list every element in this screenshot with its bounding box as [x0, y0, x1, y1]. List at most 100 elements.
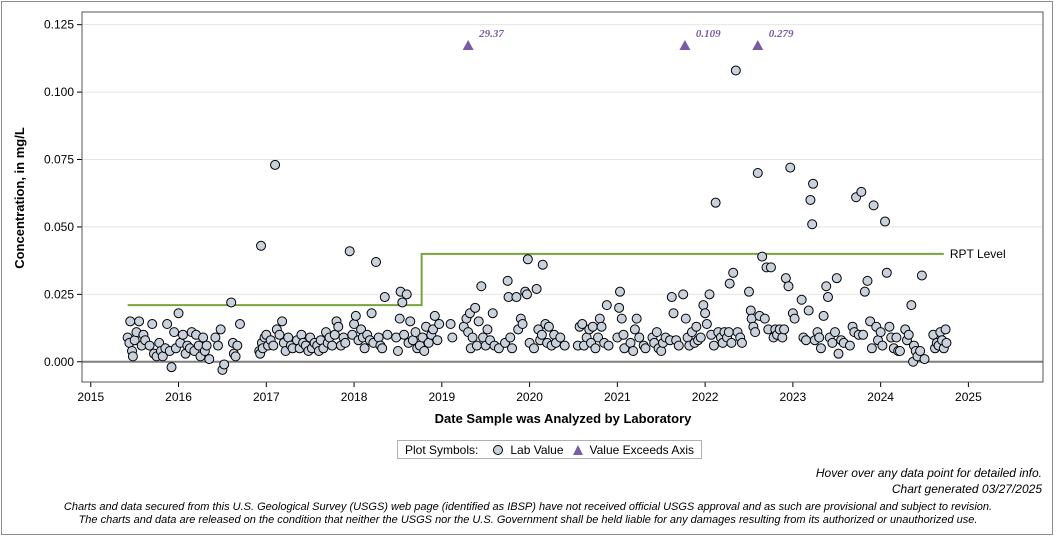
lab-value-point: [590, 343, 601, 354]
lab-value-point: [399, 329, 410, 340]
x-axis-title: Date Sample was Analyzed by Laboratory: [435, 411, 692, 426]
lab-value-point: [814, 332, 825, 343]
lab-value-point: [471, 340, 482, 351]
hover-instructions: Hover over any data point for detailed i…: [815, 466, 1042, 480]
lab-value-point: [434, 319, 445, 330]
lab-value-point: [789, 313, 800, 324]
rpt-level-label: RPT Level: [950, 247, 1006, 261]
y-tick-label: 0.075: [44, 153, 74, 167]
lab-value-point: [296, 329, 307, 340]
lab-value-point: [708, 340, 719, 351]
lab-value-point: [651, 327, 662, 338]
x-tick-label: 2017: [253, 390, 280, 404]
lab-value-point: [884, 321, 895, 332]
lab-value-point: [796, 294, 807, 305]
lab-value-point: [531, 283, 542, 294]
lab-value-point: [618, 329, 629, 340]
lab-value-point: [127, 351, 138, 362]
chart-generated-date: Chart generated 03/27/2025: [891, 482, 1042, 496]
lab-value-point: [329, 329, 340, 340]
lab-value-point: [198, 332, 209, 343]
lab-value-point: [619, 343, 630, 354]
lab-value-point: [382, 329, 393, 340]
lab-value-point: [377, 343, 388, 354]
lab-value-point: [601, 300, 612, 311]
lab-value-point: [173, 308, 184, 319]
lab-value-point: [833, 348, 844, 359]
lab-value-point: [759, 313, 770, 324]
lab-value-point: [680, 313, 691, 324]
lab-value-point: [432, 335, 443, 346]
lab-value-point: [875, 327, 886, 338]
lab-value-point: [906, 300, 917, 311]
lab-value-point: [473, 316, 484, 327]
value-exceeds-axis-marker: [462, 40, 474, 50]
lab-value-point: [783, 281, 794, 292]
lab-value-point: [401, 289, 412, 300]
y-axis-title: Concentration, in mg/L: [12, 127, 27, 269]
legend-item-lab-value: Lab Value: [492, 443, 564, 457]
lab-value-point: [419, 345, 430, 356]
lab-value-point: [858, 329, 869, 340]
disclaimer-line-2: The charts and data are released on the …: [78, 514, 978, 526]
lab-value-point: [916, 270, 927, 281]
lab-value-point: [559, 340, 570, 351]
lab-value-point: [487, 308, 498, 319]
lab-value-point: [805, 194, 816, 205]
axes: 0.000 0.025 0.050 0.075 0.100 0.125 2015 2016 20…: [44, 11, 1044, 404]
lab-value-point: [577, 319, 588, 330]
y-tick-label: 0.125: [44, 18, 74, 32]
lab-value-point: [392, 345, 403, 356]
disclaimer-line-1: Charts and data secured from this U.S. G…: [63, 501, 993, 513]
lab-value-point: [757, 251, 768, 262]
lab-value-point: [482, 324, 493, 335]
lab-value-point: [634, 332, 645, 343]
lab-value-point: [818, 310, 829, 321]
lab-value-point: [698, 300, 709, 311]
lab-value-point: [628, 345, 639, 356]
plot-area-border: [81, 11, 1044, 383]
lab-value-point: [614, 286, 625, 297]
lab-value-point: [230, 351, 241, 362]
x-tick-label: 2024: [867, 390, 894, 404]
lab-value-point: [536, 329, 547, 340]
rpt-level-line: [127, 252, 944, 307]
x-tick-label: 2018: [341, 390, 368, 404]
x-tick-label: 2020: [516, 390, 543, 404]
lab-value-point: [673, 340, 684, 351]
lab-value-point: [821, 281, 832, 292]
lab-value-point: [507, 343, 518, 354]
lab-value-point: [447, 332, 458, 343]
lab-value-point: [428, 324, 439, 335]
lab-value-point: [177, 329, 188, 340]
lab-value-point: [730, 65, 741, 76]
legend-title: Plot Symbols:: [405, 442, 479, 457]
lab-value-point: [940, 324, 951, 335]
lab-value-point: [505, 332, 516, 343]
lab-value-point: [695, 332, 706, 343]
lab-value-point: [815, 343, 826, 354]
lab-value-point: [340, 337, 351, 348]
x-tick-label: 2025: [955, 390, 982, 404]
legend-item-value-exceeds-axis: Value Exceeds Axis: [572, 442, 695, 457]
lab-value-point: [397, 297, 408, 308]
lab-value-point: [779, 324, 790, 335]
lab-value-point: [215, 324, 226, 335]
lab-value-point: [656, 345, 667, 356]
lab-value-point: [268, 340, 279, 351]
lab-value-point: [631, 313, 642, 324]
reference-lines: RPT Level: [82, 247, 1043, 363]
legend-label-value-exceeds-axis: Value Exceeds Axis: [589, 442, 695, 457]
lab-value-point: [859, 286, 870, 297]
lab-value-point: [344, 246, 355, 257]
y-tick-label: 0.100: [44, 85, 74, 99]
lab-value-point: [862, 275, 873, 286]
lab-value-point: [445, 319, 456, 330]
exceeds-axis-value-label: 0.279: [769, 28, 794, 40]
lab-value-point: [785, 162, 796, 173]
lab-value-point: [493, 343, 504, 354]
lab-value-point: [379, 292, 390, 303]
lab-value-point: [543, 321, 554, 332]
lab-value-point: [614, 302, 625, 313]
